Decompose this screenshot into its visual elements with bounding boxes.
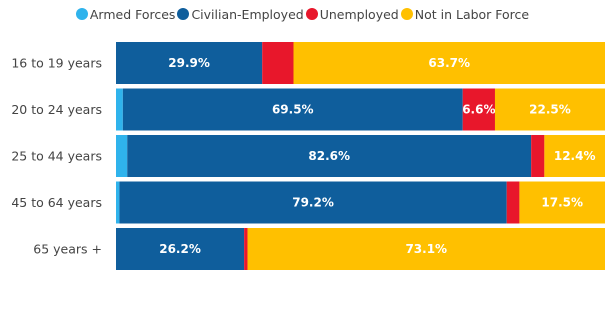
bar-16-to-19-years-civilian-employed[interactable] <box>116 42 263 84</box>
legend-dot-unemployed <box>305 8 318 20</box>
bar-16-to-19-years-unemployed[interactable] <box>262 42 294 84</box>
bar-25-to-44-years-civilian-employed[interactable] <box>127 135 532 177</box>
bar-20-to-24-years-not-in-labor-force[interactable] <box>494 88 605 131</box>
bar-20-to-24-years-civilian-employed[interactable] <box>122 88 463 131</box>
bar-65-years-not-in-labor-force[interactable] <box>247 228 605 270</box>
data-label-20-to-24-years-not-in-labor-force: 22.5% <box>529 103 571 117</box>
legend-label-armed-forces: Armed Forces <box>89 6 176 22</box>
bar-25-to-44-years-armed-forces[interactable] <box>116 135 128 177</box>
legend-dot-civilian-employed <box>177 8 190 20</box>
data-label-65-years-not-in-labor-force: 73.1% <box>405 242 447 256</box>
legend-item-unemployed[interactable]: Unemployed <box>305 6 399 22</box>
bar-65-years-civilian-employed[interactable] <box>116 228 245 270</box>
legend-label-not-in-labor-force: Not in Labor Force <box>414 6 530 22</box>
data-label-45-to-64-years-civilian-employed: 79.2% <box>292 196 334 210</box>
chart-legend: Armed Forces Civilian-Employed Unemploye… <box>0 4 605 24</box>
legend-label-civilian-employed: Civilian-Employed <box>191 6 304 22</box>
bar-20-to-24-years-armed-forces[interactable] <box>116 88 123 131</box>
data-label-20-to-24-years-unemployed: 6.6% <box>462 103 495 117</box>
category-label-25-to-44-years: 25 to 44 years <box>11 149 102 164</box>
category-label-16-to-19-years: 16 to 19 years <box>11 56 102 71</box>
legend-item-not-in-labor-force[interactable]: Not in Labor Force <box>400 6 530 22</box>
category-label-65-years: 65 years + <box>33 242 102 257</box>
bar-16-to-19-years-not-in-labor-force[interactable] <box>293 42 605 84</box>
bar-45-to-64-years-not-in-labor-force[interactable] <box>519 181 605 224</box>
data-label-16-to-19-years-civilian-employed: 29.9% <box>168 56 210 70</box>
data-label-16-to-19-years-not-in-labor-force: 63.7% <box>428 56 470 70</box>
bar-45-to-64-years-unemployed[interactable] <box>506 181 520 224</box>
category-label-45-to-64-years: 45 to 64 years <box>11 195 102 210</box>
legend-item-armed-forces[interactable]: Armed Forces <box>75 6 176 22</box>
legend-dot-armed-forces <box>75 8 88 20</box>
bar-25-to-44-years-not-in-labor-force[interactable] <box>544 135 605 177</box>
bar-45-to-64-years-armed-forces[interactable] <box>116 181 120 224</box>
bar-25-to-44-years-unemployed[interactable] <box>531 135 545 177</box>
data-label-20-to-24-years-civilian-employed: 69.5% <box>272 103 314 117</box>
data-label-25-to-44-years-not-in-labor-force: 12.4% <box>554 149 596 163</box>
data-label-65-years-civilian-employed: 26.2% <box>159 242 201 256</box>
bar-20-to-24-years-unemployed[interactable] <box>462 88 495 131</box>
data-label-25-to-44-years-civilian-employed: 82.6% <box>308 149 350 163</box>
legend-label-unemployed: Unemployed <box>319 6 399 22</box>
legend-item-civilian-employed[interactable]: Civilian-Employed <box>177 6 304 22</box>
data-label-45-to-64-years-not-in-labor-force: 17.5% <box>541 196 583 210</box>
category-label-20-to-24-years: 20 to 24 years <box>11 102 102 117</box>
legend-dot-not-in-labor-force <box>400 8 413 20</box>
bar-65-years-unemployed[interactable] <box>244 228 248 270</box>
bar-45-to-64-years-civilian-employed[interactable] <box>119 181 507 224</box>
